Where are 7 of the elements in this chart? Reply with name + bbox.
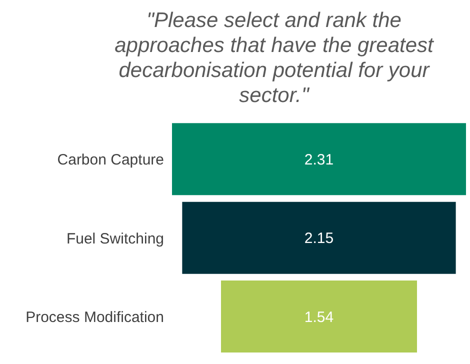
category-label: Process Modification xyxy=(26,308,164,326)
text: "Please select and rank the approaches that have the greatest decarbonisation potential for your sector." xyxy=(114,8,435,108)
category-label: Carbon Capture xyxy=(57,152,164,169)
data-label: 2.31 xyxy=(304,151,334,168)
category-label: Fuel Switching xyxy=(66,230,164,248)
data-label: 1.54 xyxy=(304,308,334,326)
data-label: 2.15 xyxy=(304,230,334,248)
